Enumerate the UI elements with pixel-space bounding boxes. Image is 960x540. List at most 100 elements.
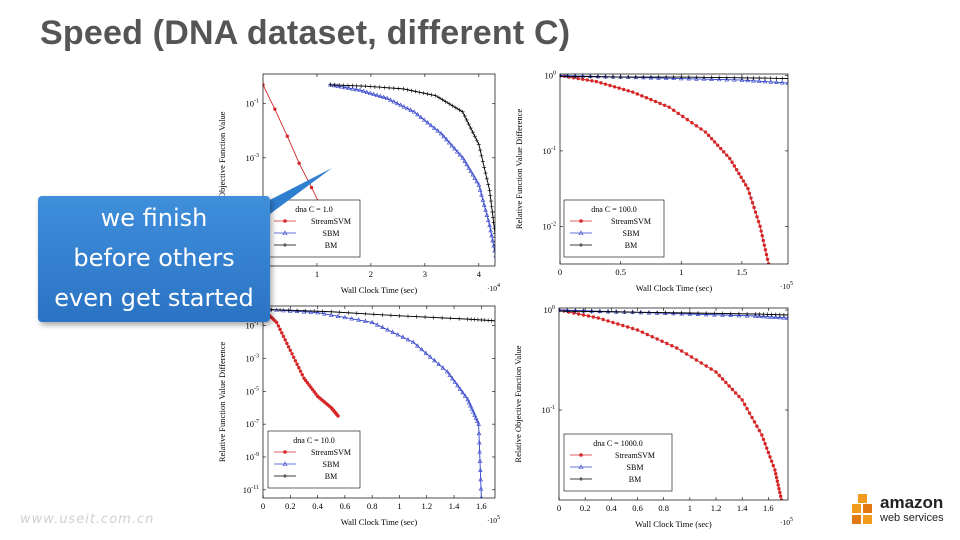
data-point: [274, 320, 279, 325]
y-tick-label: 10-1: [542, 405, 556, 415]
data-point: [781, 315, 787, 320]
legend-entry: StreamSVM: [615, 451, 655, 460]
data-point: [479, 153, 484, 158]
data-point: [589, 309, 594, 314]
data-point: [760, 234, 764, 238]
data-point: [733, 391, 738, 395]
data-point: [297, 161, 301, 165]
data-point: [290, 352, 294, 356]
data-point: [757, 313, 762, 318]
data-point: [263, 83, 265, 87]
x-tick-label: 1.4: [737, 503, 748, 513]
data-point: [777, 487, 781, 491]
data-point: [655, 310, 660, 315]
data-point: [448, 316, 453, 321]
data-point: [468, 168, 474, 174]
data-point: [436, 361, 442, 366]
data-point: [440, 315, 445, 320]
callout-line-1: we finish: [100, 204, 208, 232]
data-point: [718, 146, 723, 151]
data-point: [423, 315, 428, 320]
data-point: [346, 85, 352, 90]
data-point: [706, 133, 711, 138]
data-point: [449, 143, 455, 148]
y-tick-label: 10-7: [246, 419, 260, 429]
data-point: [464, 161, 469, 167]
data-point: [650, 335, 654, 339]
x-tick-label: 2: [369, 269, 373, 279]
data-point: [460, 389, 465, 395]
data-point: [635, 92, 640, 96]
data-point: [764, 252, 769, 257]
data-point: [337, 83, 342, 88]
x-tick-label: 0.4: [606, 503, 617, 513]
data-point: [382, 85, 387, 90]
data-point: [724, 77, 730, 82]
data-point: [761, 238, 765, 243]
x-axis-label: Wall Clock Time (sec): [635, 519, 712, 529]
data-point: [421, 91, 426, 96]
chart-panel-3: 0 0.2 0.4 0.6 0.8 1 1.2 1.4 1.6 10-1 10-3 10-5 10-7 1…: [204, 300, 504, 534]
legend-entry: StreamSVM: [311, 448, 351, 457]
data-point: [744, 313, 750, 318]
plot-frame: [558, 307, 789, 501]
data-point: [773, 314, 779, 319]
data-point: [701, 76, 707, 81]
data-point: [328, 82, 333, 87]
data-point: [484, 176, 489, 181]
data-point: [773, 312, 778, 317]
data-point: [694, 75, 699, 80]
data-point: [377, 85, 382, 90]
data-point: [653, 99, 658, 104]
x-multiplier: ·105: [780, 281, 793, 291]
data-point: [273, 107, 277, 111]
data-point: [455, 382, 460, 388]
data-point: [472, 317, 477, 322]
data-point: [773, 468, 777, 472]
data-point: [479, 192, 484, 197]
data-point: [717, 75, 722, 80]
data-point: [406, 314, 410, 319]
data-point: [367, 90, 373, 95]
data-point: [396, 86, 401, 91]
data-point: [594, 79, 599, 84]
data-point: [728, 311, 733, 316]
data-point: [739, 77, 745, 82]
data-point: [492, 226, 495, 231]
data-point: [739, 175, 743, 179]
data-point: [320, 309, 325, 314]
slide-title: Speed (DNA dataset, different C): [40, 14, 571, 52]
data-point: [381, 94, 387, 100]
data-point: [485, 217, 491, 223]
data-point: [785, 80, 788, 85]
data-point: [364, 89, 370, 94]
x-axis-label: Wall Clock Time (sec): [341, 517, 418, 527]
data-point: [720, 311, 725, 316]
legend-marker: [283, 474, 287, 478]
data-point: [747, 191, 752, 196]
data-point: [633, 75, 638, 80]
data-point: [441, 133, 447, 139]
data-point: [447, 101, 452, 106]
legend: dna C = 10.0 StreamSVM SBM BM: [267, 430, 361, 489]
data-point: [405, 105, 410, 111]
legend: dna C = 1000.0 StreamSVM SBM BM: [563, 433, 673, 492]
data-point: [425, 91, 430, 96]
data-point: [417, 90, 422, 95]
data-point: [309, 185, 314, 190]
data-point: [405, 87, 410, 92]
data-point: [703, 311, 709, 317]
data-point: [686, 75, 691, 80]
data-point: [341, 83, 346, 88]
data-point: [612, 85, 617, 89]
data-point: [466, 165, 471, 170]
x-tick-label: 1.6: [763, 503, 774, 513]
data-point: [388, 313, 393, 318]
x-tick-label: 1.4: [449, 501, 460, 511]
data-point: [468, 126, 473, 131]
legend-title: dna C = 100.0: [591, 205, 636, 214]
data-point: [663, 75, 669, 80]
callout-line-3: even get started: [54, 284, 254, 312]
callout-box: we finish before others even get started: [38, 196, 270, 322]
data-point: [359, 84, 364, 88]
